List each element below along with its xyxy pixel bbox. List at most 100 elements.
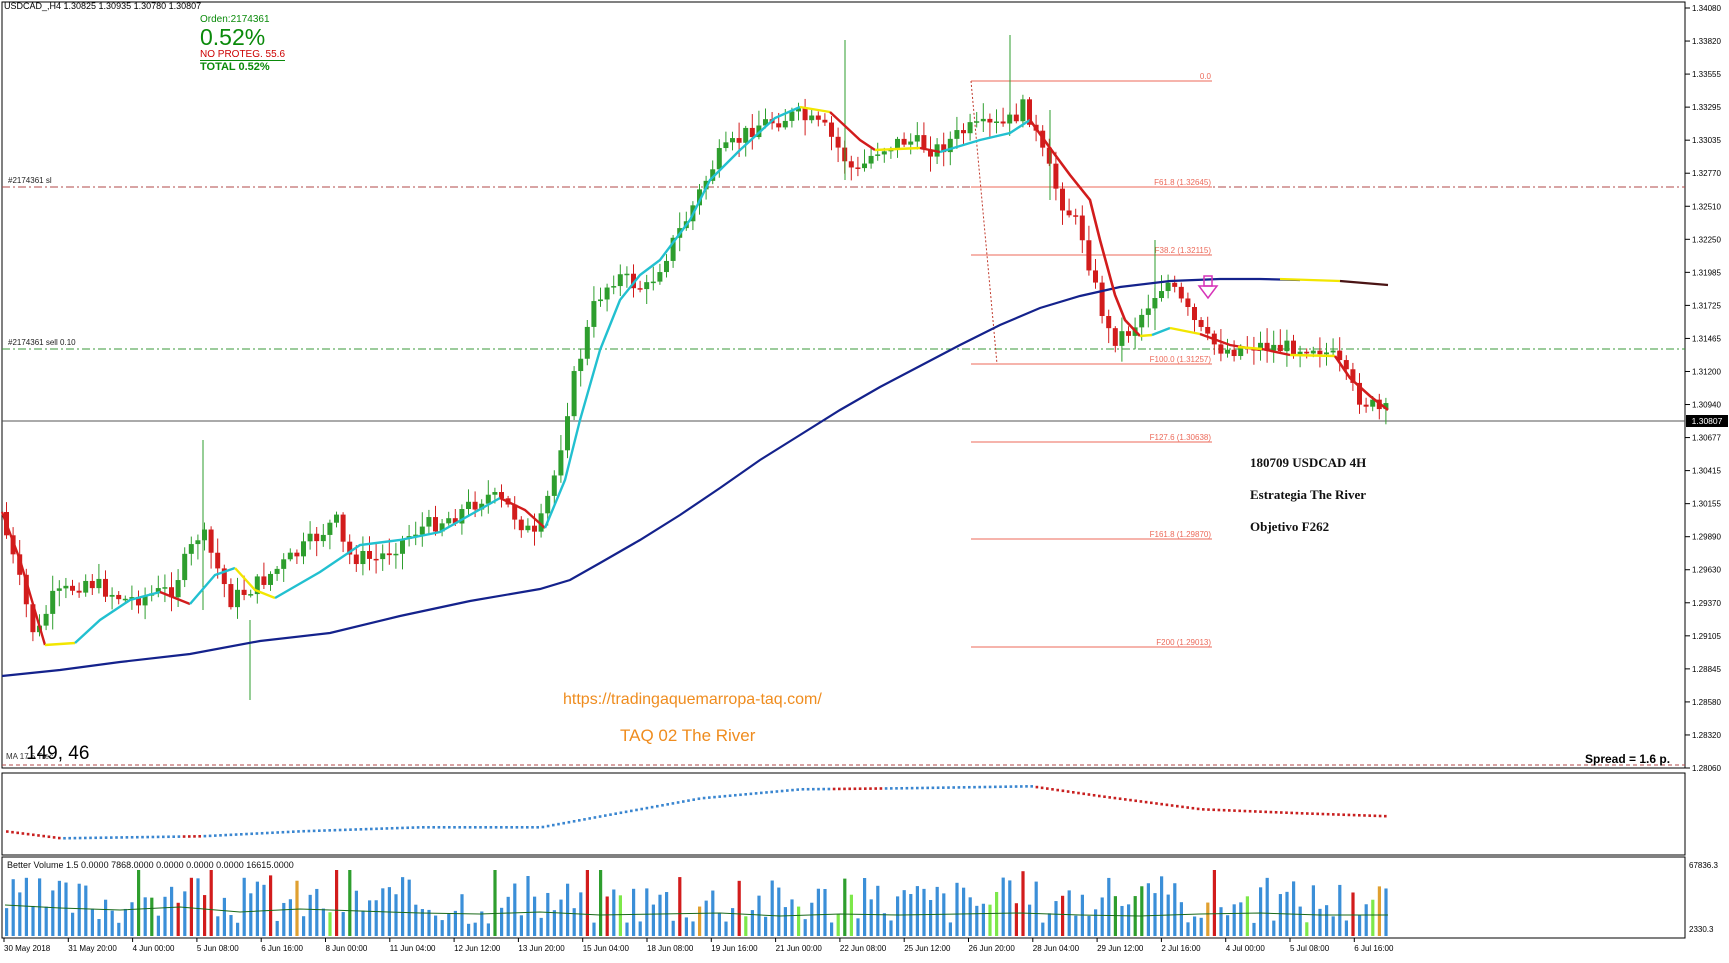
trend-dot: [510, 826, 513, 829]
candle-body: [631, 273, 636, 289]
trend-dot: [598, 815, 602, 818]
volume-bar: [64, 882, 68, 936]
fast-ma-cyan-f: [1151, 326, 1171, 337]
volume-bar: [1318, 908, 1322, 936]
volume-bar: [915, 886, 919, 936]
fib-trendline: [970, 80, 998, 365]
volume-bar: [869, 899, 873, 936]
price-tick-label: 1.34080: [1692, 4, 1721, 13]
volume-bar: [1364, 904, 1368, 936]
volume-bar: [1358, 914, 1362, 936]
volume-bar: [473, 922, 477, 936]
trend-dot: [713, 795, 716, 799]
trend-dot: [11, 830, 14, 834]
volume-bar: [183, 891, 187, 936]
candle-body: [50, 590, 56, 614]
volume-bar: [1061, 895, 1065, 936]
trend-dot: [1259, 810, 1262, 813]
candle-body: [1218, 344, 1224, 354]
volume-bar: [295, 880, 299, 936]
fibonacci-levels[interactable]: 0.0 F61.8 (1.32645) F38.2 (1.32115) F100…: [970, 72, 1212, 648]
counter-label: 149, 46: [26, 743, 90, 764]
time-axis: 30 May 2018 31 May 20:00 4 Jun 00:00 5 Jun …: [3, 938, 1394, 953]
trend-dot: [1025, 785, 1028, 788]
volume-bar: [486, 923, 490, 936]
candle-body: [1330, 350, 1336, 353]
volume-bar: [137, 870, 141, 936]
trend-dot: [1176, 804, 1179, 808]
trend-dot: [1363, 814, 1366, 817]
trend-dot: [567, 820, 571, 824]
volume-bar: [843, 878, 847, 936]
volume-bar: [1001, 877, 1005, 936]
candle-body: [122, 598, 128, 601]
candle-body: [1225, 349, 1230, 354]
volume-bar: [1179, 902, 1183, 936]
volume-bar: [948, 922, 952, 936]
candle-body: [558, 450, 564, 476]
candle-body: [789, 111, 795, 121]
volume-bar: [1344, 920, 1348, 936]
trend-dot: [905, 786, 909, 790]
trend-dot: [1352, 813, 1356, 817]
candle-body: [353, 554, 359, 565]
volume-bar: [684, 917, 688, 936]
time-tick-label: 5 Jun 08:00: [197, 944, 239, 953]
candle-body: [452, 518, 458, 524]
trend-dot: [219, 834, 222, 837]
candle-body: [518, 519, 524, 531]
volume-bar: [249, 893, 253, 936]
trend-dot: [1222, 808, 1226, 812]
trend-dot: [344, 828, 347, 832]
candle-body: [1383, 403, 1389, 410]
candle-body: [485, 494, 491, 504]
volume-bar: [427, 909, 431, 936]
trend-dot: [1124, 798, 1127, 801]
trend-dot: [396, 826, 399, 830]
candle-body: [987, 118, 993, 123]
candle-body: [334, 514, 339, 523]
candle-body: [301, 541, 306, 557]
trend-dot: [1087, 793, 1091, 796]
trend-dot: [1165, 803, 1169, 807]
candle-body: [637, 288, 643, 290]
trend-dot: [318, 829, 321, 832]
candle-body: [1363, 404, 1369, 407]
volume-bar: [863, 878, 867, 936]
trend-dot: [1150, 801, 1153, 805]
candle-body: [327, 522, 333, 535]
candle-body: [802, 108, 808, 121]
candle-body: [241, 589, 247, 595]
volume-bar: [566, 883, 570, 936]
volume-bar: [361, 910, 365, 936]
trend-dot: [593, 816, 597, 819]
trend-dot: [281, 830, 285, 834]
candle-body: [228, 584, 234, 608]
volume-bar: [216, 916, 220, 936]
trend-dot: [1233, 809, 1236, 812]
trend-dot: [1202, 808, 1205, 811]
trend-dot: [266, 831, 269, 835]
volume-bar: [1100, 897, 1104, 936]
trend-dot: [848, 787, 851, 791]
indicator-panel-frame: [1, 772, 1686, 856]
candle-body: [175, 580, 181, 598]
trend-dot: [26, 832, 30, 836]
candle-body: [109, 594, 115, 597]
volume-bar: [612, 889, 616, 936]
time-tick-label: 5 Jul 08:00: [1290, 944, 1330, 953]
trend-dot: [130, 835, 134, 839]
candle-body: [43, 613, 49, 626]
trend-dot: [286, 830, 290, 834]
candle-body: [1264, 342, 1270, 351]
trend-dot: [375, 827, 378, 831]
trend-dot: [988, 785, 992, 789]
volume-bar: [71, 912, 75, 936]
candle-body: [413, 534, 419, 537]
price-tick-label: 1.31985: [1692, 268, 1721, 277]
trend-dot: [1316, 812, 1319, 816]
candle-body: [162, 587, 168, 589]
trend-dot: [312, 829, 316, 833]
candlestick-series: [4, 35, 1389, 700]
